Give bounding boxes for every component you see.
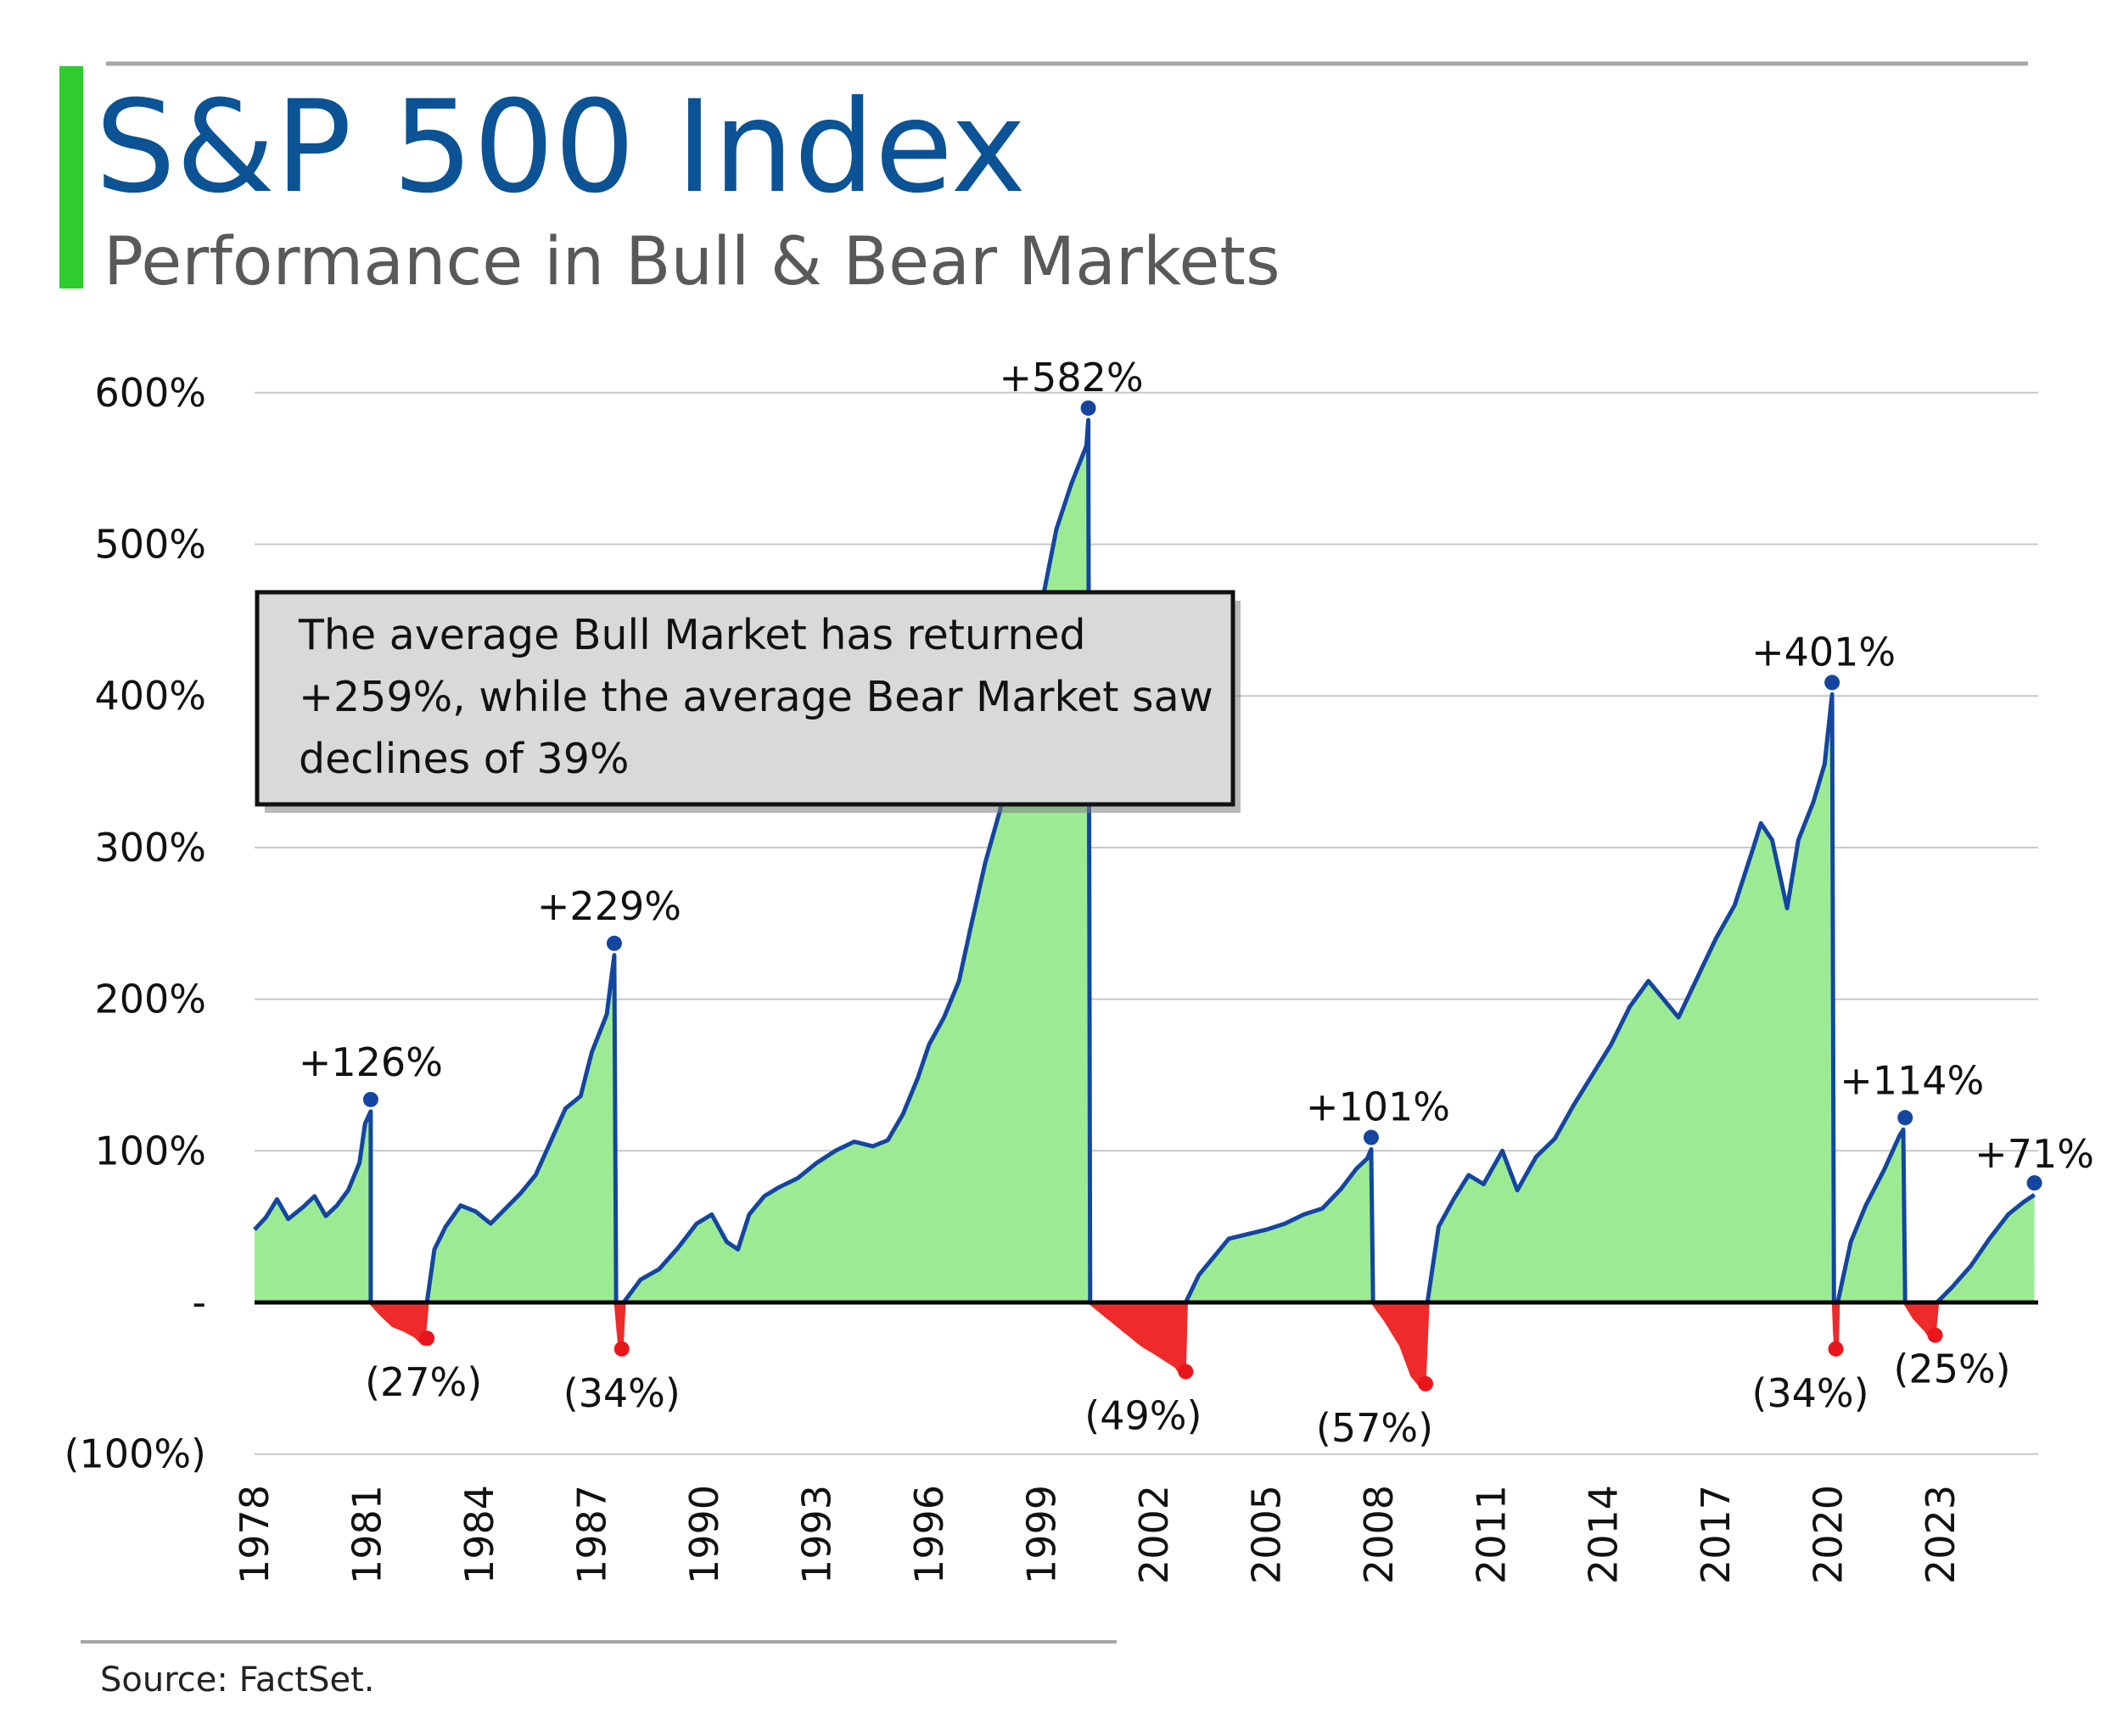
y-tick-label: 100% [94,1128,206,1173]
trough-dot [1927,1327,1943,1343]
area-regions [255,419,2035,1389]
peak-label: +401% [1751,629,1896,675]
callout-line-2: +259%, while the average Bear Market saw [299,673,1213,721]
callout-box: The average Bull Market has returned +25… [255,590,1241,813]
peak-dot [1897,1110,1913,1126]
source-note: Source: FactSet. [100,1660,375,1700]
peak-label: +101% [1306,1084,1450,1130]
x-tick-label: 1981 [344,1485,389,1584]
trough-dot [419,1330,435,1347]
bear-market-area [1373,1302,1428,1389]
peak-dot [1363,1129,1379,1145]
bull-market-area [1837,1129,1906,1302]
y-tick-label: (100%) [64,1431,206,1477]
bull-market-area [1936,1195,2035,1302]
y-axis-labels: 600% 500% 400% 300% 200% 100% - (100%) [64,370,206,1477]
x-tick-label: 2002 [1131,1485,1177,1584]
accent-bar [59,66,83,288]
trough-label: (34%) [1751,1370,1868,1416]
y-tick-label: 500% [94,522,206,568]
trough-label: (34%) [563,1370,681,1416]
bull-market-area [1427,694,1835,1302]
trough-label: (27%) [365,1359,482,1405]
bull-market-area [623,419,1090,1302]
bull-line-segment [1935,1193,2036,1304]
callout-background [255,590,1235,807]
x-tick-label: 2017 [1693,1485,1739,1584]
bull-line-segment [424,953,619,1303]
peak-label: +114% [1840,1057,1984,1103]
chart-title: S&P 500 Index [95,74,1026,221]
y-tick-label: 600% [94,370,206,416]
bull-line-segment [1184,1147,1375,1304]
bear-line-segment [1371,1301,1430,1392]
x-tick-label: 1996 [906,1485,952,1584]
y-tick-label: 200% [94,977,206,1022]
trough-label: (49%) [1084,1393,1202,1439]
bull-line-segment [253,1109,373,1302]
peak-label: +229% [537,883,681,929]
x-tick-label: 2011 [1468,1485,1514,1584]
peak-dot [362,1091,378,1107]
x-tick-label: 1999 [1018,1485,1064,1584]
x-axis-labels: 1978 1981 1984 1987 1990 1993 1996 1999 2002 2005… [232,1485,1964,1584]
callout-line-1: The average Bull Market has returned [298,611,1086,659]
trough-label: (25%) [1893,1347,2010,1392]
peak-label: +582% [1000,355,1144,400]
peak-label: +71% [1975,1131,2094,1177]
annotations: +126% (27%) +229% (34%) +582% (49%) +101% (57%)… [299,355,2094,1451]
bull-line-segment [1425,692,1836,1303]
peak-dot [1824,675,1840,691]
trough-dot [1178,1364,1194,1380]
peak-dot [1080,400,1096,416]
y-tick-label: - [192,1280,206,1325]
peak-dot [2026,1175,2042,1191]
y-tick-label: 400% [94,673,206,719]
peak-label: +126% [299,1039,443,1085]
x-tick-label: 1993 [793,1485,839,1584]
x-tick-label: 2020 [1806,1485,1852,1584]
bull-line-segment [1835,1127,1908,1303]
callout-line-3: declines of 39% [299,735,629,783]
x-tick-label: 1990 [681,1485,727,1584]
trough-dot [1828,1341,1844,1357]
x-tick-label: 1987 [569,1485,614,1584]
x-tick-label: 2014 [1581,1485,1627,1584]
chart-subtitle: Performance in Bull & Bear Markets [104,224,1280,300]
x-tick-label: 2005 [1243,1485,1289,1584]
trough-label: (57%) [1316,1405,1433,1451]
trough-dot [613,1341,630,1357]
trough-dot [1417,1375,1433,1392]
x-tick-label: 2008 [1356,1485,1402,1584]
y-tick-label: 300% [94,825,206,871]
x-tick-label: 2023 [1918,1485,1964,1584]
bull-market-area [255,1111,371,1302]
x-tick-label: 1984 [457,1485,502,1584]
peak-dot [606,935,622,951]
bull-market-area [427,955,617,1302]
x-tick-label: 1978 [232,1485,277,1584]
